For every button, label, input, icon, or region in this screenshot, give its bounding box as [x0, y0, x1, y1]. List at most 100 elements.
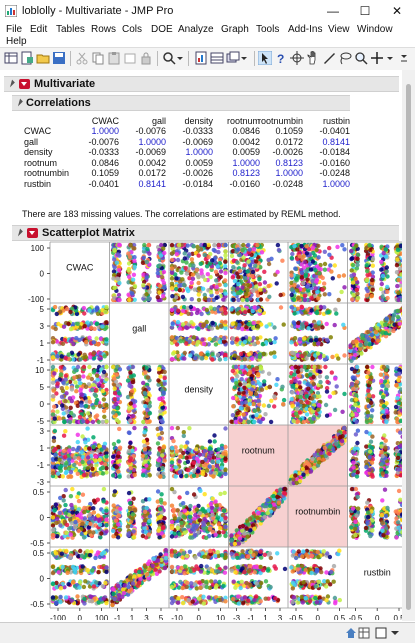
paste-icon[interactable] [107, 51, 121, 65]
minimize-button[interactable]: — [318, 2, 348, 20]
arrow-tool-icon[interactable] [258, 51, 272, 65]
disclosure-icon[interactable] [15, 99, 23, 107]
menu-edit[interactable]: Edit [30, 24, 47, 35]
scatter-point [81, 419, 85, 423]
scatter-point [201, 287, 205, 291]
disclosure-icon[interactable] [15, 229, 23, 237]
scatter-point [313, 453, 317, 457]
scatter-point [223, 291, 227, 295]
scatter-point [316, 408, 320, 412]
crosshair-icon[interactable] [290, 51, 304, 65]
cut-icon[interactable] [75, 51, 89, 65]
report-icon[interactable] [194, 51, 208, 65]
plus-tool-icon[interactable] [370, 51, 384, 65]
scatter-point [323, 365, 327, 369]
brush-icon[interactable] [322, 51, 336, 65]
new-table-icon[interactable] [4, 51, 18, 65]
scatter-point [87, 336, 91, 340]
menu-graph[interactable]: Graph [221, 24, 249, 35]
scatter-point [203, 253, 207, 257]
scatter-point [131, 380, 135, 384]
scatter-point [337, 298, 341, 302]
scatter-point [53, 417, 57, 421]
correlations-outline-header[interactable]: Correlations [12, 95, 350, 111]
scatterplot-matrix[interactable]: CWACgalldensityrootnumrootnumbinrustbin1… [0, 240, 402, 620]
scatter-point [183, 256, 187, 260]
scatter-point [71, 447, 75, 451]
chevron-down-icon[interactable] [386, 51, 394, 65]
magnifier-icon[interactable] [354, 51, 368, 65]
scatter-point [260, 250, 264, 254]
scatter-point [189, 320, 193, 324]
menu-analyze[interactable]: Analyze [178, 24, 214, 35]
new-script-icon[interactable] [20, 51, 34, 65]
scatter-point [330, 355, 334, 359]
scatter-point [239, 365, 243, 369]
scatter-point [170, 426, 174, 430]
menu-file[interactable]: File [6, 24, 22, 35]
scatter-point [216, 264, 220, 268]
scatter-point [198, 453, 202, 457]
scatter-point [290, 252, 294, 256]
scatter-point [396, 309, 400, 313]
scatter-point [353, 403, 357, 407]
format-icon[interactable] [123, 51, 137, 65]
menu-help[interactable]: Help [6, 36, 27, 47]
hand-icon[interactable] [306, 51, 320, 65]
scatter-point [91, 445, 95, 449]
scatter-point [358, 347, 362, 351]
menu-view[interactable]: View [328, 24, 350, 35]
scatter-point [250, 387, 254, 391]
scatterplot-outline-header[interactable]: Scatterplot Matrix [12, 225, 399, 241]
search-icon[interactable] [162, 51, 176, 65]
close-button[interactable]: ✕ [382, 2, 412, 20]
scatter-point [174, 276, 178, 280]
scatter-point [129, 466, 133, 470]
copy-icon[interactable] [91, 51, 105, 65]
scatter-point [174, 474, 178, 478]
scatter-point [384, 255, 388, 259]
scatter-point [335, 384, 339, 388]
multivariate-outline-header[interactable]: Multivariate [4, 76, 399, 92]
correlation-cell: -0.0160 [213, 179, 260, 189]
scatter-point [60, 354, 64, 358]
chevron-down-icon[interactable] [240, 51, 248, 65]
menu-window[interactable]: Window [357, 24, 393, 35]
chevron-down-icon[interactable] [176, 51, 184, 65]
disclosure-icon[interactable] [7, 80, 15, 88]
scatter-point [181, 322, 185, 326]
lock-icon[interactable] [139, 51, 153, 65]
scatter-point [78, 415, 82, 419]
lasso-icon[interactable] [338, 51, 352, 65]
scatter-point [146, 297, 150, 301]
menu-rows[interactable]: Rows [91, 24, 116, 35]
scatter-point [128, 459, 132, 463]
scatter-point [231, 404, 235, 408]
scatter-point [295, 288, 299, 292]
scatter-point [156, 295, 160, 299]
data-table-icon[interactable] [210, 51, 224, 65]
overflow-icon[interactable] [399, 51, 409, 65]
save-icon[interactable] [52, 51, 66, 65]
scatter-point [69, 406, 73, 410]
menu-doe[interactable]: DOE [151, 24, 173, 35]
menu-tables[interactable]: Tables [56, 24, 85, 35]
help-tool-icon[interactable]: ? [274, 51, 288, 65]
scatter-point [58, 466, 62, 470]
scatter-point [184, 342, 188, 346]
menu-add-ins[interactable]: Add-Ins [288, 24, 322, 35]
scatter-point [267, 262, 271, 266]
scatter-point [141, 473, 145, 477]
window-list-icon[interactable] [226, 51, 240, 65]
menu-tools[interactable]: Tools [256, 24, 279, 35]
scatter-point [309, 267, 313, 271]
scatter-point [156, 378, 160, 382]
scatter-point [351, 263, 355, 267]
red-triangle-menu-icon[interactable] [19, 79, 30, 89]
maximize-button[interactable]: ☐ [350, 2, 380, 20]
red-triangle-menu-icon[interactable] [27, 228, 38, 238]
scatter-point [51, 340, 55, 344]
scatter-point [69, 470, 73, 474]
menu-cols[interactable]: Cols [122, 24, 142, 35]
open-icon[interactable] [36, 51, 50, 65]
